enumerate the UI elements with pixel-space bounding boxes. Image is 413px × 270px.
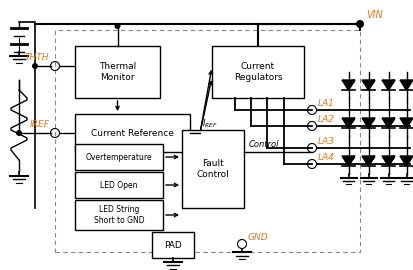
Polygon shape bbox=[382, 80, 395, 90]
Bar bbox=[152, 232, 194, 258]
Bar bbox=[75, 46, 160, 98]
Text: THTH: THTH bbox=[24, 53, 49, 62]
Text: VIN: VIN bbox=[366, 10, 383, 20]
Polygon shape bbox=[400, 118, 413, 129]
Polygon shape bbox=[362, 118, 375, 129]
Bar bbox=[212, 46, 304, 98]
Bar bbox=[75, 114, 190, 152]
Text: Current Reference: Current Reference bbox=[91, 129, 174, 137]
Circle shape bbox=[114, 23, 121, 29]
Bar bbox=[55, 30, 360, 252]
Polygon shape bbox=[342, 118, 355, 129]
Circle shape bbox=[16, 130, 22, 136]
Bar bbox=[75, 144, 163, 170]
Polygon shape bbox=[400, 156, 413, 166]
Polygon shape bbox=[382, 156, 395, 166]
Polygon shape bbox=[400, 80, 413, 90]
Polygon shape bbox=[362, 156, 375, 166]
Polygon shape bbox=[382, 118, 395, 129]
Text: Thermal
Monitor: Thermal Monitor bbox=[99, 62, 136, 82]
Bar bbox=[75, 172, 163, 198]
Polygon shape bbox=[342, 156, 355, 166]
Text: $I_{REF}$: $I_{REF}$ bbox=[202, 117, 218, 130]
Text: LA3: LA3 bbox=[318, 137, 335, 146]
Text: LED Open: LED Open bbox=[100, 181, 138, 190]
Text: Current
Regulators: Current Regulators bbox=[234, 62, 282, 82]
Text: PAD: PAD bbox=[164, 241, 182, 249]
Text: LA1: LA1 bbox=[318, 99, 335, 108]
Circle shape bbox=[32, 63, 38, 69]
Circle shape bbox=[356, 20, 364, 28]
Text: LA4: LA4 bbox=[318, 153, 335, 162]
Bar bbox=[182, 130, 244, 208]
Text: Fault
Control: Fault Control bbox=[197, 159, 229, 179]
Text: Control: Control bbox=[249, 140, 280, 149]
Text: GND: GND bbox=[248, 233, 268, 242]
Bar bbox=[75, 200, 163, 230]
Polygon shape bbox=[362, 80, 375, 90]
Text: Overtemperature: Overtemperature bbox=[85, 153, 152, 161]
Polygon shape bbox=[342, 80, 355, 90]
Text: IREF: IREF bbox=[29, 120, 49, 129]
Text: LA2: LA2 bbox=[318, 115, 335, 124]
Text: LED String
Short to GND: LED String Short to GND bbox=[94, 205, 144, 225]
